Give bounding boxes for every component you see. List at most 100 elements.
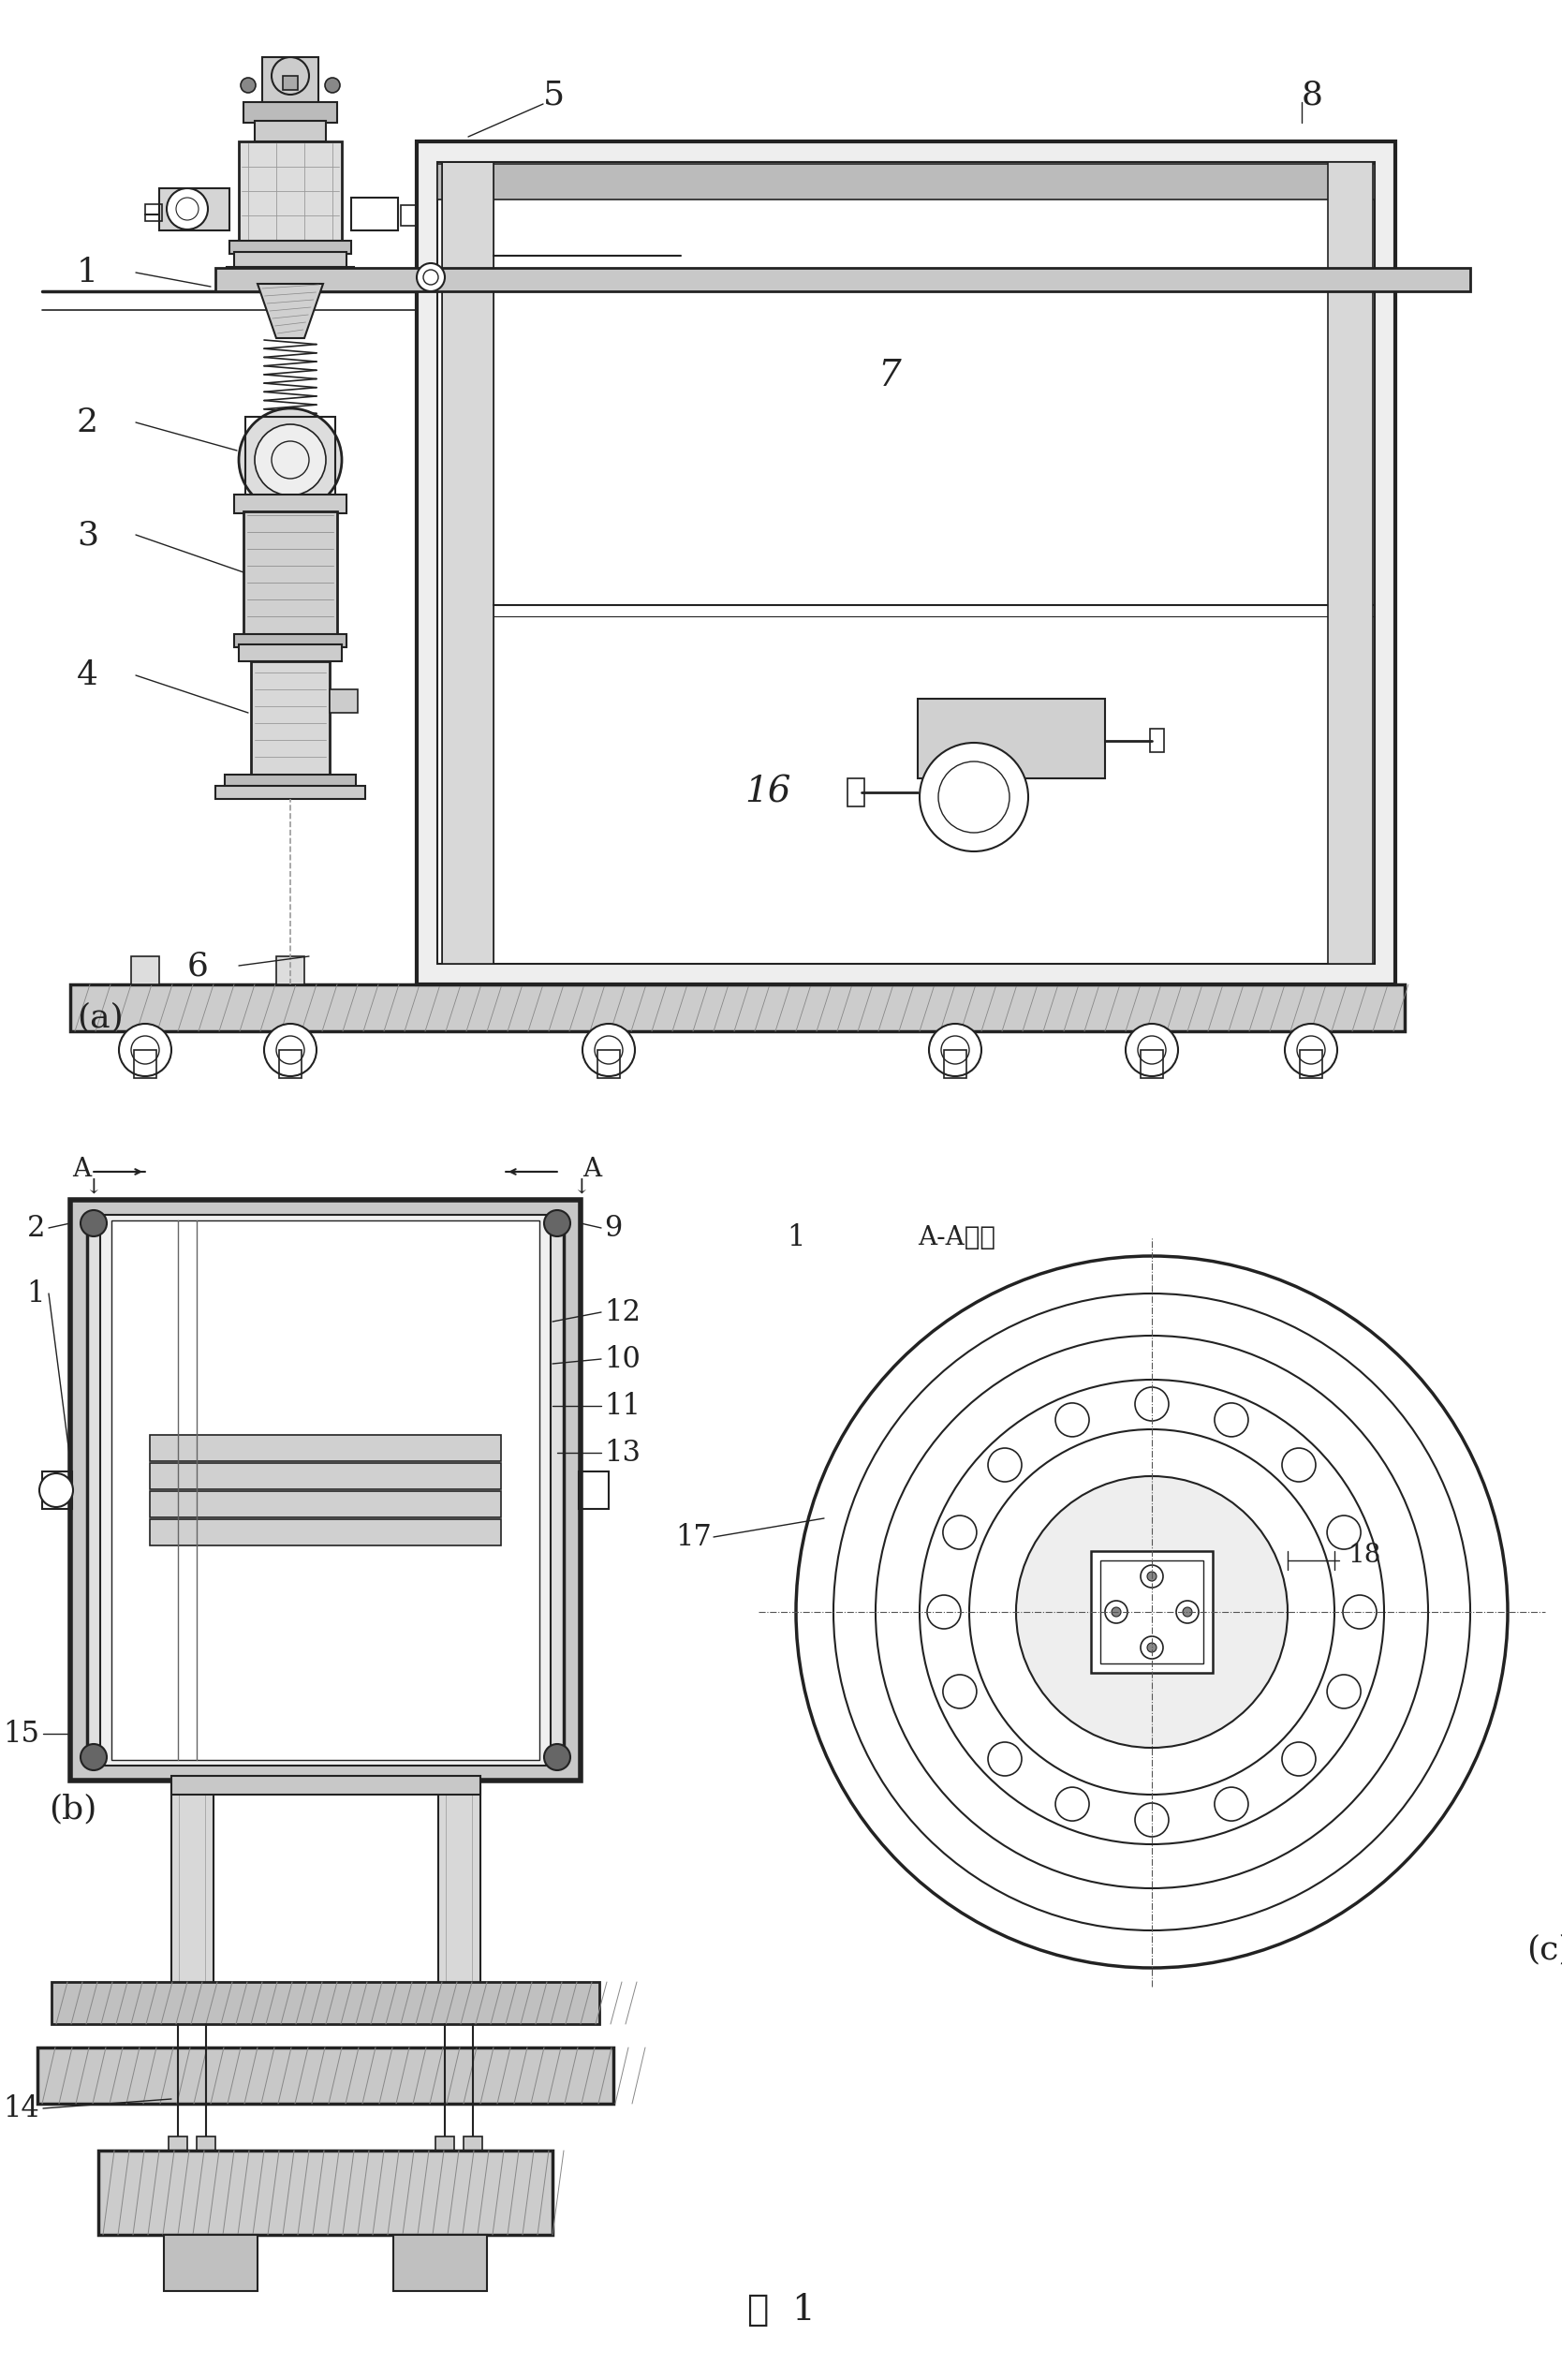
Bar — [280, 1050, 301, 1078]
Text: 18: 18 — [1348, 1542, 1382, 1568]
Text: A-A剖面: A-A剖面 — [918, 1226, 995, 1250]
Bar — [437, 162, 1375, 964]
Text: 10: 10 — [604, 1345, 640, 1373]
Circle shape — [1286, 1023, 1337, 1076]
Circle shape — [241, 79, 256, 93]
Bar — [1100, 1561, 1203, 1664]
Circle shape — [920, 1380, 1384, 1845]
Circle shape — [1056, 1402, 1089, 1438]
Circle shape — [417, 264, 445, 290]
Circle shape — [1140, 1566, 1164, 1587]
Bar — [159, 188, 230, 231]
Circle shape — [167, 188, 208, 228]
Circle shape — [544, 1209, 570, 1235]
Circle shape — [943, 1676, 976, 1709]
Circle shape — [239, 409, 342, 512]
Circle shape — [834, 1292, 1470, 1930]
Text: 9: 9 — [604, 1214, 622, 1242]
Circle shape — [583, 1023, 634, 1076]
Circle shape — [943, 1516, 976, 1549]
Circle shape — [1215, 1787, 1248, 1821]
Bar — [351, 198, 398, 231]
Text: 4: 4 — [77, 659, 98, 690]
Bar — [150, 1464, 501, 1490]
Bar — [580, 1471, 609, 1509]
Text: 7: 7 — [878, 359, 901, 393]
Bar — [439, 1780, 481, 2016]
Circle shape — [1126, 1023, 1178, 1076]
Bar — [87, 1216, 564, 1764]
Text: 11: 11 — [604, 1392, 640, 1421]
Text: 17: 17 — [675, 1523, 712, 1552]
Bar — [239, 140, 342, 245]
Text: (a): (a) — [77, 1002, 123, 1033]
Text: 2: 2 — [27, 1214, 45, 1242]
Text: 5: 5 — [544, 79, 565, 109]
Circle shape — [1136, 1804, 1168, 1837]
Bar — [234, 633, 347, 647]
Bar — [943, 1050, 967, 1078]
Bar — [150, 1492, 501, 1518]
Bar — [150, 1435, 501, 1461]
Circle shape — [1136, 1388, 1168, 1421]
Bar — [597, 1050, 620, 1078]
Bar — [442, 162, 494, 964]
Bar — [226, 267, 355, 281]
Bar — [464, 2137, 483, 2152]
Bar — [1328, 162, 1373, 964]
Circle shape — [1343, 1595, 1376, 1628]
Circle shape — [970, 1430, 1334, 1795]
Circle shape — [1147, 1571, 1156, 1580]
Text: 15: 15 — [3, 1718, 39, 1749]
Bar — [70, 985, 1404, 1031]
Bar — [70, 1200, 581, 1780]
Bar — [262, 57, 319, 105]
Bar — [37, 2047, 614, 2104]
Bar — [134, 1050, 156, 1078]
Bar — [234, 495, 347, 514]
Bar — [436, 2137, 455, 2152]
Circle shape — [1282, 1742, 1315, 1775]
Text: 图  1: 图 1 — [747, 2292, 815, 2328]
Circle shape — [39, 1473, 73, 1507]
Text: 1: 1 — [77, 257, 98, 288]
Text: A: A — [583, 1157, 601, 1183]
Circle shape — [255, 424, 326, 495]
Circle shape — [876, 1335, 1428, 1887]
Text: 8: 8 — [1301, 79, 1323, 109]
Bar — [918, 700, 1104, 778]
Bar — [437, 164, 1375, 200]
Bar — [239, 645, 342, 662]
Bar — [276, 957, 305, 985]
Bar — [111, 1221, 539, 1759]
Circle shape — [797, 1257, 1507, 1968]
Bar — [42, 1471, 72, 1509]
Bar — [164, 2235, 258, 2292]
Bar — [131, 957, 159, 985]
Bar — [283, 76, 298, 90]
Bar — [145, 205, 162, 221]
Circle shape — [928, 1595, 961, 1628]
Circle shape — [81, 1209, 106, 1235]
Bar — [1090, 1552, 1212, 1673]
Bar — [52, 1983, 600, 2023]
Circle shape — [81, 1745, 106, 1771]
Text: 1: 1 — [787, 1223, 804, 1252]
Circle shape — [1015, 1476, 1287, 1747]
Bar — [255, 121, 326, 140]
Bar — [234, 252, 347, 269]
Circle shape — [989, 1447, 1022, 1483]
Circle shape — [929, 1023, 981, 1076]
Circle shape — [989, 1742, 1022, 1775]
Bar — [330, 690, 358, 712]
Circle shape — [1328, 1516, 1361, 1549]
Bar — [244, 102, 337, 124]
Circle shape — [1104, 1602, 1128, 1623]
Text: 12: 12 — [604, 1297, 640, 1326]
Circle shape — [264, 1023, 317, 1076]
Bar — [197, 2137, 216, 2152]
Circle shape — [325, 79, 341, 93]
Text: 2: 2 — [77, 407, 98, 438]
Bar — [1296, 957, 1325, 985]
Circle shape — [1215, 1402, 1248, 1438]
